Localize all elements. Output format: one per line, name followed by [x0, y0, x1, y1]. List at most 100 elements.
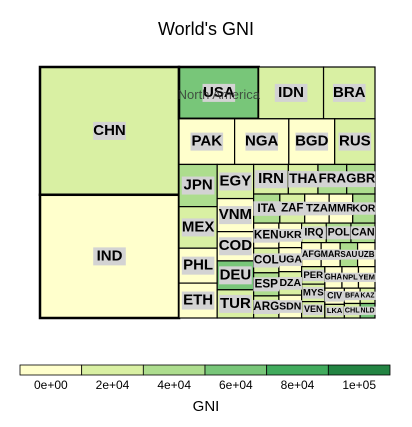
label-bg	[343, 306, 361, 316]
cell-label: SDN	[279, 300, 301, 312]
cell-label: PHL	[183, 257, 213, 274]
label-bg	[302, 269, 325, 282]
cell-label: JPN	[184, 177, 213, 194]
cell-label: ZAF	[281, 203, 303, 215]
label-bg	[332, 83, 366, 102]
cell-label: UZB	[358, 250, 375, 259]
label-bg	[253, 277, 280, 292]
label-bg	[253, 228, 280, 243]
cell-label: BGD	[295, 133, 329, 150]
label-bg	[93, 247, 126, 266]
label-bg	[359, 291, 376, 300]
label-bg	[254, 170, 288, 189]
label-bg	[279, 201, 306, 216]
cell-label: BRA	[333, 84, 366, 101]
legend-swatch	[19, 364, 83, 376]
label-bg	[359, 306, 376, 315]
cell-label: BFA	[345, 291, 360, 300]
label-bg	[302, 287, 325, 299]
label-bg	[278, 253, 302, 266]
label-bg	[93, 121, 126, 140]
cell-label: MEX	[182, 218, 215, 235]
label-bg	[326, 226, 351, 240]
label-bg	[304, 201, 330, 216]
label-bg	[274, 83, 308, 102]
cell-label: RUS	[339, 133, 371, 150]
label-bg	[219, 206, 252, 225]
label-bg	[245, 132, 279, 151]
cell-label: UGA	[279, 253, 303, 265]
label-bg	[325, 306, 344, 316]
cell-label: COD	[219, 237, 253, 254]
cell-label: KEN	[254, 229, 279, 242]
legend-swatch	[204, 364, 268, 376]
legend-tick-label: 6e+04	[219, 378, 253, 392]
label-bg	[352, 202, 376, 215]
label-bg	[181, 218, 215, 237]
cell-label: NGA	[245, 133, 279, 150]
label-bg	[219, 237, 252, 256]
label-bg	[202, 83, 236, 102]
cell-label: PER	[303, 270, 323, 281]
cell-label: MYS	[303, 287, 324, 298]
legend-swatch	[327, 364, 391, 376]
cell-label: COL	[254, 254, 279, 267]
label-bg	[278, 300, 302, 313]
cell-label: VEN	[304, 304, 323, 314]
label-bg	[341, 272, 360, 282]
label-bg	[324, 272, 343, 283]
cell-label: USA	[203, 84, 235, 101]
cell-label: GHA	[325, 272, 343, 281]
label-bg	[357, 249, 376, 260]
cell-label: ETH	[183, 292, 213, 309]
label-bg	[181, 291, 215, 310]
legend-title: GNI	[193, 398, 220, 415]
cell-label: IND	[97, 247, 123, 264]
cell-label: IDN	[278, 84, 304, 101]
legend-tick-label: 1e+05	[342, 378, 376, 392]
cell-label: GBR	[346, 171, 376, 186]
legend-tick-label: 0e+00	[34, 378, 68, 392]
cell-label: CHL	[345, 306, 360, 315]
label-bg	[278, 277, 302, 290]
cell-label: ITA	[257, 201, 276, 215]
label-bg	[328, 202, 354, 216]
label-bg	[278, 229, 302, 242]
cell-label: TUR	[220, 295, 251, 312]
cell-label: IRN	[258, 170, 284, 187]
label-bg	[219, 266, 252, 285]
cell-label: POL	[328, 227, 351, 239]
cell-label: ESP	[255, 277, 279, 290]
label-bg	[324, 290, 345, 302]
label-bg	[181, 176, 215, 195]
cell-label: MMR	[328, 202, 354, 214]
label-bg	[343, 291, 361, 301]
label-bg	[303, 304, 324, 316]
label-bg	[346, 171, 376, 188]
label-bg	[181, 256, 215, 275]
label-bg	[301, 249, 322, 261]
label-bg	[320, 249, 341, 260]
label-bg	[301, 226, 326, 240]
label-bg	[317, 171, 347, 188]
cell-label: DEU	[220, 266, 252, 283]
cell-label: NLD	[360, 308, 374, 315]
legend-tick-label: 4e+04	[157, 378, 191, 392]
cell-label: YEM	[358, 272, 375, 281]
cell-label: CAN	[351, 227, 375, 239]
cell-label: CIV	[327, 291, 342, 301]
cell-label: TZA	[306, 203, 328, 215]
legend-swatch	[266, 364, 329, 376]
cell-label: MAR	[321, 249, 342, 259]
cell-label: AFG	[302, 249, 321, 259]
cell-label: SAU	[340, 250, 357, 259]
label-bg	[288, 171, 319, 188]
cell-label: FRA	[319, 171, 347, 186]
cell-label: PAK	[192, 133, 223, 150]
label-bg	[253, 253, 280, 268]
label-bg	[219, 294, 252, 313]
label-bg	[339, 249, 359, 260]
legend-swatch	[142, 364, 206, 376]
legend-tick-label: 8e+04	[281, 378, 315, 392]
